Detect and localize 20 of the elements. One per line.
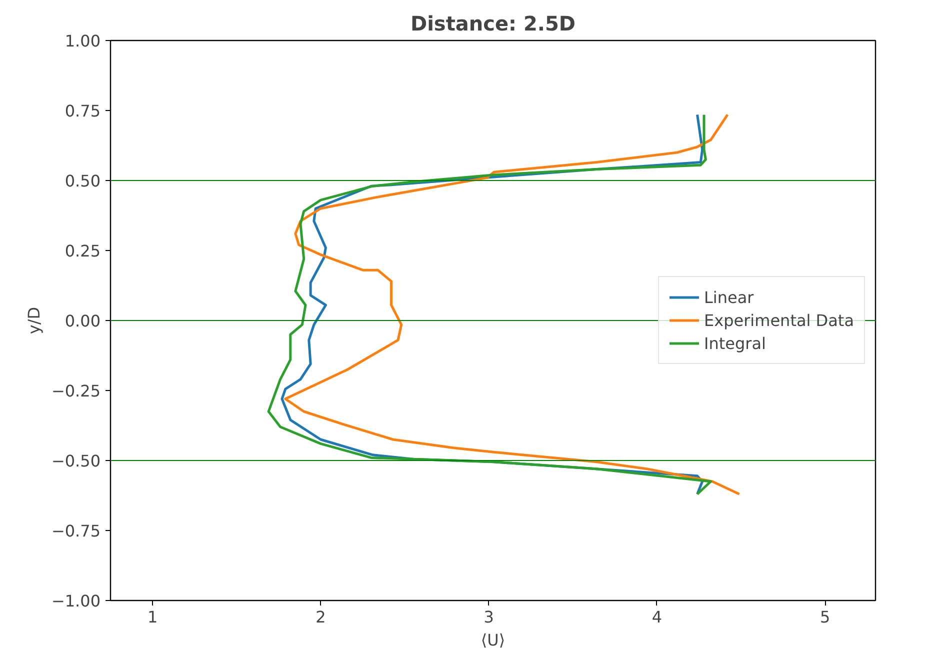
x-tick-label: 3 <box>484 608 494 626</box>
x-tick-label: 4 <box>652 608 662 626</box>
y-tick-label: −1.00 <box>51 592 100 610</box>
y-tick-label: 0.25 <box>64 242 100 260</box>
x-axis-title: ⟨U⟩ <box>480 630 506 650</box>
y-tick-label: 0.50 <box>64 172 100 190</box>
y-axis-title: y/D <box>24 306 44 334</box>
y-tick-label: −0.25 <box>51 382 100 400</box>
legend-label: Integral <box>704 334 766 352</box>
y-tick-label: 1.00 <box>64 32 100 50</box>
x-tick-label: 2 <box>316 608 326 626</box>
x-tick-label: 5 <box>820 608 830 626</box>
legend-label: Linear <box>704 288 754 306</box>
y-tick-label: −0.75 <box>51 522 100 540</box>
y-tick-label: 0.00 <box>64 312 100 330</box>
x-tick-label: 1 <box>147 608 158 626</box>
chart-title: Distance: 2.5D <box>410 12 576 36</box>
legend-label: Experimental Data <box>704 310 854 330</box>
y-tick-label: −0.50 <box>51 452 100 470</box>
y-tick-label: 0.75 <box>64 102 100 120</box>
